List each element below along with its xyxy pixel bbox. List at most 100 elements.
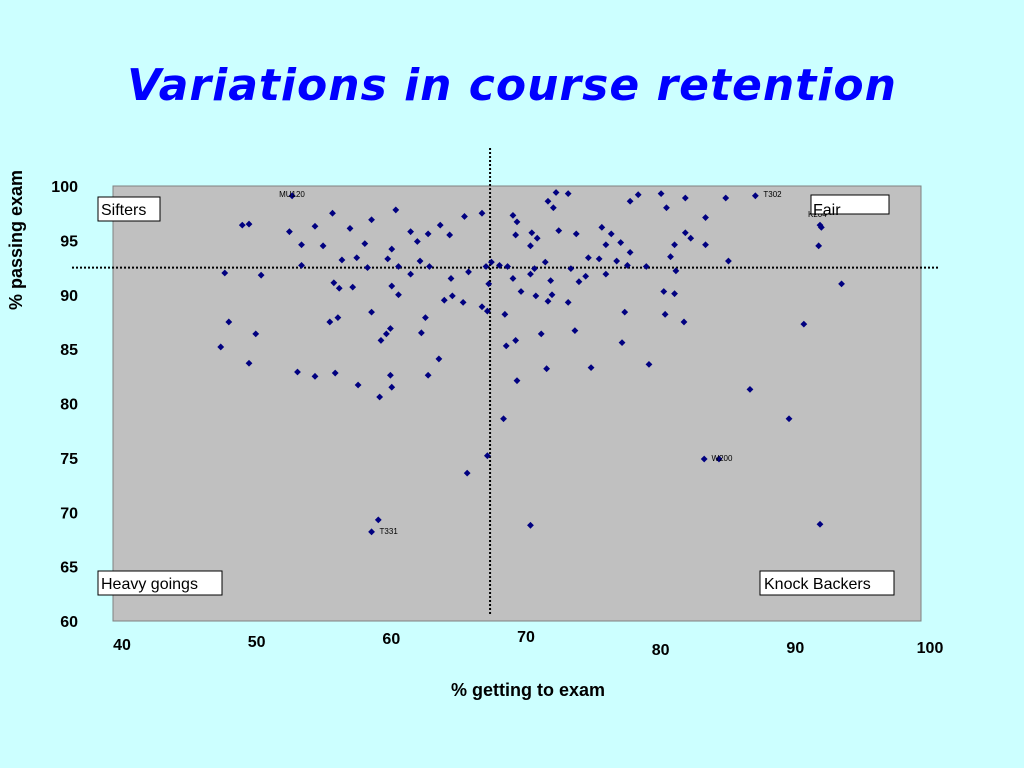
data-point [448, 292, 456, 300]
data-point [681, 229, 689, 237]
data-point [395, 291, 402, 299]
quadrant-label-bottom-right: Knock Backers [759, 570, 895, 596]
data-point [440, 296, 448, 304]
data-point [621, 308, 629, 316]
y-tick-label: 85 [60, 342, 78, 359]
data-point [478, 303, 486, 311]
data-point [334, 314, 342, 321]
data-point [329, 209, 336, 217]
data-point [221, 269, 229, 277]
data-point [311, 372, 319, 380]
data-point [384, 255, 392, 263]
data-point [424, 230, 432, 238]
data-point [617, 239, 625, 246]
data-point [584, 254, 592, 262]
data-point [746, 385, 754, 393]
data-point [543, 365, 551, 373]
data-point [513, 377, 521, 385]
data-point [549, 204, 557, 212]
data-point [354, 381, 362, 389]
data-point [319, 242, 327, 250]
data-point [387, 325, 394, 332]
data-point [598, 223, 606, 231]
y-tick-label: 80 [60, 397, 78, 414]
data-point [544, 197, 552, 205]
data-point [349, 283, 357, 291]
data-point [785, 415, 793, 423]
data-point [626, 197, 634, 205]
data-point [364, 264, 371, 271]
data-point [330, 279, 338, 287]
point-annotations: MU120 T302 K204 W200 T331 [279, 190, 827, 536]
data-point [680, 318, 688, 326]
point-label: T331 [380, 527, 399, 536]
data-point [488, 258, 495, 266]
data-point [326, 318, 334, 326]
data-point [417, 329, 425, 337]
x-tick-label: 70 [517, 629, 535, 646]
data-point [426, 263, 433, 270]
x-tick-label: 40 [113, 637, 131, 654]
data-point [572, 230, 580, 238]
x-axis-ticks: 40 50 60 70 80 90 100 [113, 629, 943, 659]
data-point [416, 257, 424, 265]
data-point [624, 261, 631, 269]
data-point [388, 282, 396, 290]
y-axis-title: % passing exam [6, 170, 26, 310]
data-point [459, 298, 467, 306]
data-point [672, 267, 680, 275]
data-point [613, 257, 621, 265]
data-point [575, 278, 583, 286]
data-point [446, 231, 454, 239]
x-tick-label: 90 [786, 640, 804, 657]
data-point [527, 242, 534, 250]
data-point [368, 528, 375, 536]
data-point [298, 241, 305, 249]
data-point [715, 455, 723, 463]
y-tick-label: 70 [60, 505, 78, 522]
data-point [395, 263, 402, 270]
data-point [531, 265, 538, 273]
data-point [483, 452, 491, 460]
data-point [496, 261, 503, 269]
data-point [645, 360, 653, 368]
y-tick-label: 60 [60, 614, 78, 631]
quadrant-label-top-left: Sifters [97, 196, 161, 222]
data-point [602, 241, 610, 249]
point-label: K204 [808, 210, 827, 219]
data-point [376, 393, 384, 401]
point-label: W200 [712, 454, 733, 463]
data-point [407, 270, 415, 278]
data-point [238, 221, 246, 229]
data-point [461, 213, 468, 220]
x-tick-label: 80 [652, 642, 670, 659]
data-point [602, 270, 610, 278]
data-point [816, 221, 824, 229]
data-point [541, 258, 549, 266]
data-point [335, 284, 343, 292]
data-point [298, 261, 305, 269]
data-point [751, 192, 759, 200]
data-point [513, 218, 521, 226]
page-title: Variations in course retention [127, 60, 897, 111]
data-point [547, 277, 555, 285]
data-point [548, 291, 556, 299]
quadrant-label-bottom-left: Heavy goings [97, 570, 223, 596]
data-point [618, 339, 626, 346]
svg-text:Knock Backers: Knock Backers [764, 576, 871, 593]
data-point [509, 211, 517, 219]
data-point [483, 307, 491, 315]
data-point [681, 194, 689, 202]
data-point [485, 280, 493, 288]
data-point [435, 355, 443, 363]
data-point [353, 254, 361, 262]
data-point [377, 337, 385, 344]
data-point [555, 227, 563, 234]
data-point [582, 272, 590, 280]
data-point [502, 342, 510, 350]
data-point [447, 275, 455, 282]
data-point [816, 520, 824, 528]
data-point [388, 383, 396, 391]
data-point [225, 318, 233, 326]
data-point [374, 516, 382, 524]
